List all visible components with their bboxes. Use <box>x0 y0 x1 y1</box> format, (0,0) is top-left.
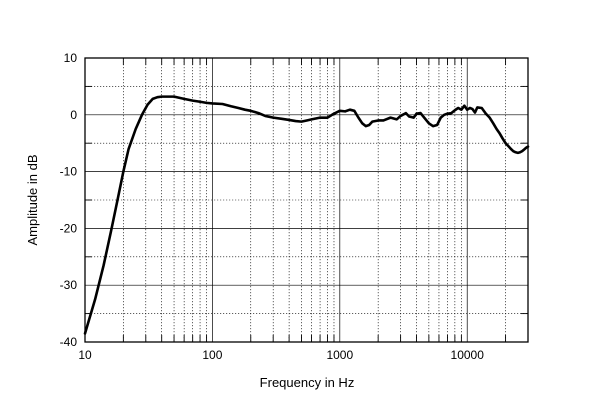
x-tick-label: 1000 <box>326 348 353 362</box>
y-tick-label: -40 <box>60 335 78 349</box>
tick-marks <box>85 58 528 342</box>
x-tick-labels: 10 100 1000 10000 <box>78 348 484 362</box>
y-tick-label: -30 <box>60 278 78 292</box>
x-tick-label: 10 <box>78 348 92 362</box>
x-tick-label: 10000 <box>451 348 485 362</box>
minor-grid <box>85 58 528 342</box>
y-tick-label: 10 <box>64 51 78 65</box>
series-line-response <box>83 95 530 335</box>
plot-frame <box>84 57 529 343</box>
x-tick-label: 100 <box>202 348 222 362</box>
y-tick-labels: 10 0 -10 -20 -30 -40 <box>60 51 78 349</box>
y-axis-title: Amplitude in dB <box>25 154 40 245</box>
y-tick-label: 0 <box>70 108 77 122</box>
y-tick-label: -10 <box>60 165 78 179</box>
y-tick-label: -20 <box>60 221 78 235</box>
x-axis-title: Frequency in Hz <box>260 375 355 390</box>
